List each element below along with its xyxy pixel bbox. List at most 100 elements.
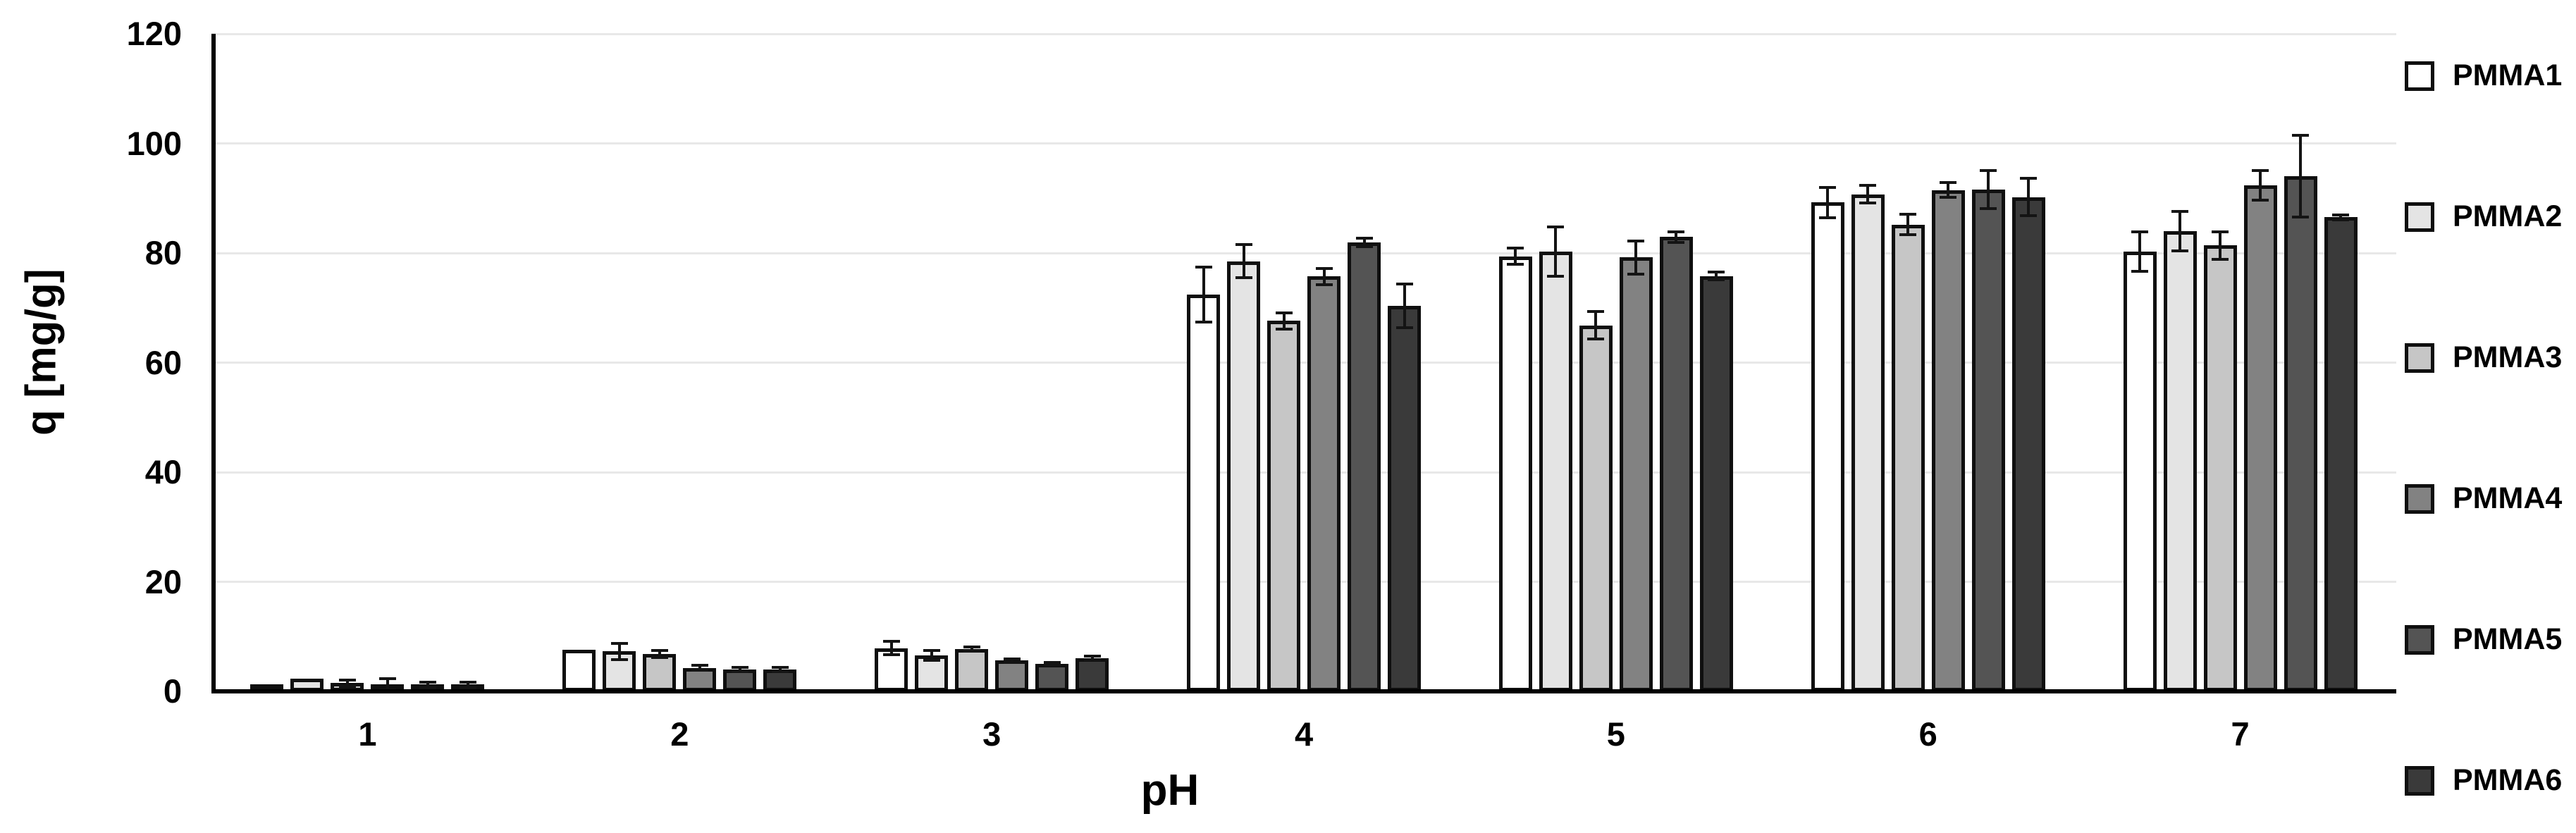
legend-swatch-icon [2405, 343, 2434, 373]
bar-pmma3-ph-4 [1267, 34, 1300, 691]
error-bar [1514, 248, 1517, 265]
bar-pmma3-ph-7 [2203, 34, 2237, 691]
x-tick-label: 7 [2231, 715, 2250, 753]
error-bar [930, 650, 933, 661]
bar-group-ph-1 [211, 34, 524, 691]
error-bar-cap-top [1003, 658, 1021, 661]
bar-group-ph-6 [1772, 34, 2084, 691]
error-bar [1715, 272, 1718, 280]
error-bar-cap-bottom [731, 670, 748, 674]
error-bar-cap-bottom [2171, 249, 2189, 252]
x-tick-label: 1 [358, 715, 377, 753]
bar-pmma5-ph-3 [1035, 34, 1069, 691]
error-bar-cap-bottom [1395, 326, 1413, 329]
bar-pmma2-ph-5 [1539, 34, 1572, 691]
error-bar [2178, 211, 2182, 251]
error-bar-cap-bottom [1275, 328, 1293, 331]
bar-pmma3-ph-5 [1579, 34, 1613, 691]
error-bar [1403, 283, 1406, 328]
bar-pmma4-ph-5 [1619, 34, 1653, 691]
bar-pmma3-ph-3 [955, 34, 989, 691]
x-axis-title: pH [1140, 766, 1200, 815]
x-tick-label: 5 [1606, 715, 1625, 753]
bar-pmma1-ph-3 [875, 34, 908, 691]
y-tick-label: 120 [126, 15, 182, 52]
error-bar-cap-bottom [691, 668, 708, 672]
y-tick-label: 80 [144, 234, 182, 271]
error-bar-cap-top [1235, 243, 1252, 247]
error-bar-cap-top [1940, 180, 1957, 184]
error-bar [2027, 178, 2030, 216]
legend-item-pmma5: PMMA5 [2405, 622, 2562, 657]
bar-pmma1-ph-5 [1498, 34, 1532, 691]
error-bar-cap-bottom [1899, 233, 1917, 237]
bar-rect [2324, 217, 2358, 691]
bar-pmma4-ph-6 [1931, 34, 1965, 691]
error-bar [658, 650, 661, 658]
gridline [211, 142, 2396, 144]
legend: PMMA1 PMMA2 PMMA3 PMMA4 PMMA5 PMMA6 [2405, 0, 2574, 833]
error-bar [698, 665, 701, 670]
error-bar-cap-top [1043, 660, 1061, 664]
error-bar-cap-top [1859, 184, 1877, 187]
bar-pmma6-ph-6 [2011, 34, 2045, 691]
error-bar [970, 647, 973, 652]
error-bar [1634, 240, 1638, 274]
bar-group-ph-7 [2084, 34, 2396, 691]
error-bar-cap-bottom [1819, 216, 1837, 220]
bar-pmma2-ph-2 [603, 34, 636, 691]
legend-item-pmma2: PMMA2 [2405, 199, 2562, 234]
bar-pmma4-ph-2 [683, 34, 717, 691]
bar-pmma1-ph-4 [1187, 34, 1220, 691]
y-tick-label: 0 [163, 672, 182, 710]
legend-item-pmma4: PMMA4 [2405, 481, 2562, 516]
bar-rect [2284, 176, 2317, 691]
error-bar-cap-top [1899, 212, 1917, 216]
bar-pmma4-ph-1 [371, 34, 405, 691]
bar-pmma2-ph-1 [290, 34, 324, 691]
bar-rect [1619, 257, 1653, 691]
error-bar [1050, 662, 1054, 666]
error-bar [1010, 659, 1013, 662]
bar-group-ph-5 [1460, 34, 1772, 691]
error-bar-cap-bottom [1859, 202, 1877, 205]
bar-pmma5-ph-2 [723, 34, 757, 691]
bar-pmma5-ph-1 [411, 34, 445, 691]
gridline [211, 362, 2396, 364]
bar-rect [562, 649, 596, 691]
bar-rect [1811, 202, 1844, 691]
y-tick-label: 20 [144, 562, 182, 600]
bar-rect [2123, 251, 2157, 691]
error-bar-cap-top [1083, 655, 1101, 658]
error-bar-cap-bottom [2020, 214, 2038, 218]
y-tick-label: 100 [126, 124, 182, 162]
legend-label: PMMA1 [2453, 58, 2563, 92]
bar-groups [211, 34, 2396, 691]
error-bar-cap-bottom [1315, 283, 1333, 287]
error-bar-cap-top [2020, 177, 2038, 180]
bar-pmma2-ph-4 [1227, 34, 1260, 691]
x-tick-labels: 1 2 3 4 5 6 7 [211, 715, 2396, 753]
bar-rect [2243, 185, 2277, 691]
error-bar-cap-top [419, 680, 436, 684]
error-bar-cap-bottom [1668, 241, 1685, 245]
error-bar [1362, 238, 1366, 247]
error-bar [1987, 170, 1990, 209]
error-bar [1675, 231, 1678, 243]
error-bar-cap-top [1980, 168, 1997, 172]
error-bar-cap-bottom [2131, 269, 2149, 273]
legend-swatch-icon [2405, 202, 2434, 232]
error-bar-cap-bottom [2332, 218, 2350, 222]
error-bar-cap-top [731, 665, 748, 669]
error-bar-cap-bottom [1235, 276, 1252, 279]
bar-rect [1579, 325, 1613, 691]
bar-rect [1971, 189, 2005, 691]
error-bar [1202, 267, 1205, 322]
bar-pmma4-ph-4 [1307, 34, 1341, 691]
bar-pmma3-ph-2 [643, 34, 677, 691]
error-bar [1866, 185, 1870, 204]
error-bar [1906, 214, 1910, 235]
error-bar [2339, 214, 2343, 221]
error-bar [2219, 231, 2222, 259]
bar-rect [1659, 237, 1693, 691]
